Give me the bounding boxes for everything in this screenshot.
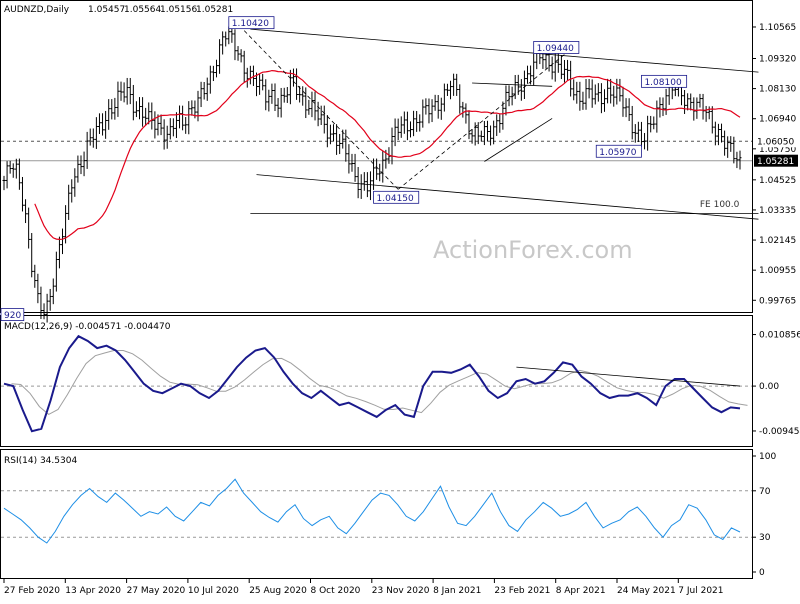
rsi-path <box>3 478 741 544</box>
macd-trendline <box>516 366 741 387</box>
dashed-decline-line <box>243 30 399 190</box>
rsi-tick-label: 30 <box>759 533 771 543</box>
macd-lines: 0.010856 0.00 -0.009454 <box>1 331 800 437</box>
time-tick-label: 24 May 2021 <box>617 586 676 596</box>
price-header-close: 1.05281 <box>196 5 233 15</box>
price-annotations: 1.10420 1.09440 1.08100 1.05970 1.04150 920 FE… <box>0 16 740 321</box>
annotation-box <box>595 144 642 158</box>
macd-header: MACD(12,26,9) -0.004571 -0.004470 <box>4 322 171 332</box>
rsi-tick-label: 70 <box>759 487 771 497</box>
price-tick-label: 1.09320 <box>759 54 796 64</box>
annotation-label: 1.10420 <box>232 19 269 29</box>
price-header-low: 1.05156 <box>160 5 197 15</box>
annotation-label: FE 100.0 <box>700 200 740 210</box>
annotation-box <box>533 41 580 54</box>
rsi-tick-label: 0 <box>759 568 765 578</box>
time-tick-label: 27 May 2020 <box>127 586 186 596</box>
annotation-label: 1.08100 <box>644 78 681 88</box>
annotation-box <box>0 308 25 321</box>
price-header-open: 1.05457 <box>88 5 125 15</box>
price-tick-label: 1.10565 <box>759 23 796 33</box>
price-tick-label: 1.02145 <box>759 236 796 246</box>
moving-average-path <box>34 69 741 241</box>
price-tick-label: 1.08130 <box>759 85 796 95</box>
time-tick-label: 25 Aug 2020 <box>249 586 307 596</box>
annotation-box <box>228 16 275 30</box>
annotation-label: 1.04150 <box>377 194 414 204</box>
rsi-panel-frame <box>0 449 753 579</box>
moving-average-line <box>34 69 741 241</box>
rsi-tick-label: 100 <box>759 452 776 462</box>
price-tick-label: 1.06940 <box>759 115 796 125</box>
macd-signal-path <box>11 350 748 415</box>
reference-price-tag-bg <box>754 135 798 148</box>
price-tick-label: 1.00955 <box>759 266 796 276</box>
time-tick-label: 7 Jul 2021 <box>678 586 723 596</box>
time-tick-label: 13 Apr 2020 <box>65 586 121 596</box>
macd-main-path <box>3 334 741 433</box>
time-tick-label: 8 Jan 2021 <box>433 586 481 596</box>
time-tick-label: 23 Feb 2021 <box>494 586 550 596</box>
reference-price-tag: 1.06050 <box>757 138 794 148</box>
triangle-bottom-line <box>484 118 553 162</box>
current-price-tag: 1.05281 <box>757 157 794 167</box>
upper-channel-line <box>250 28 759 73</box>
dashed-rally-line <box>397 54 565 190</box>
current-price-tag-bg <box>754 154 798 167</box>
macd-panel-frame <box>0 315 753 447</box>
macd-tick-label: 0.00 <box>759 382 779 392</box>
macd-tick-label: 0.010856 <box>759 331 800 341</box>
annotation-label: 920 <box>4 311 21 321</box>
time-tick-label: 27 Feb 2020 <box>4 586 60 596</box>
watermark: ActionForex.com <box>433 236 633 264</box>
price-tick-label: 1.05750 <box>759 145 796 155</box>
price-tick-label: 0.99765 <box>759 296 796 306</box>
annotation-label: 1.05970 <box>599 148 636 158</box>
annotation-box <box>641 74 688 88</box>
annotation-label: 1.09440 <box>537 44 574 54</box>
price-tick-label: 1.04525 <box>759 176 796 186</box>
lower-channel-line <box>256 174 759 220</box>
trendlines <box>243 28 759 220</box>
time-tick-label: 8 Apr 2021 <box>556 586 606 596</box>
time-axis: 27 Feb 2020 13 Apr 2020 27 May 2020 10 Jul … <box>3 579 724 596</box>
annotation-box <box>373 190 420 204</box>
price-tick-label: 1.03335 <box>759 206 796 216</box>
macd-tick-label: -0.009454 <box>759 427 800 437</box>
time-tick-label: 8 Oct 2020 <box>311 586 361 596</box>
triangle-top-line <box>472 82 553 87</box>
price-axis: 1.10565 1.09320 1.08130 1.06940 1.05750 1.045… <box>752 23 798 306</box>
rsi-header: RSI(14) 34.5304 <box>4 456 77 466</box>
price-header-high: 1.05564 <box>124 5 161 15</box>
price-header-symbol: AUDNZD,Daily <box>4 5 70 15</box>
time-tick-label: 10 Jul 2020 <box>188 586 239 596</box>
time-tick-label: 23 Nov 2020 <box>372 586 430 596</box>
rsi-lines: 100 70 30 0 <box>1 452 776 578</box>
